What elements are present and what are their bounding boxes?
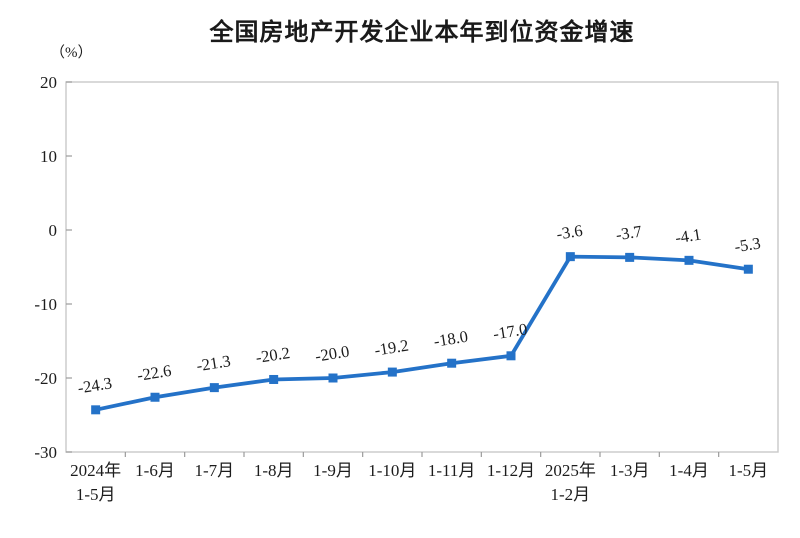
y-tick-label: -10	[34, 295, 57, 314]
x-tick-label: 1-9月	[313, 461, 353, 480]
data-point-label: -22.6	[136, 361, 173, 385]
chart-title: 全国房地产开发企业本年到位资金增速	[209, 19, 635, 46]
x-tick-label: 1-7月	[194, 461, 234, 480]
x-tick-label: 1-3月	[610, 461, 650, 480]
data-point-label: -24.3	[76, 373, 113, 397]
data-point-marker	[743, 264, 753, 274]
y-tick-label: -30	[34, 443, 57, 462]
y-tick-label: 20	[40, 73, 57, 92]
x-tick-label: 1-5月	[76, 485, 116, 504]
x-tick-label: 2025年	[545, 461, 596, 480]
x-tick-label: 1-4月	[669, 461, 709, 480]
chart-line	[93, 254, 751, 412]
data-point-label: -3.7	[614, 222, 643, 245]
data-point-marker	[328, 373, 338, 383]
data-point-label: -18.0	[432, 327, 469, 351]
plot-border	[65, 81, 779, 453]
data-point-marker	[684, 255, 694, 265]
data-point-marker	[150, 392, 160, 402]
data-point-label: -21.3	[195, 351, 232, 375]
data-point-marker	[91, 405, 101, 415]
data-point-label: -3.6	[555, 221, 584, 244]
y-axis-unit-label: （%）	[50, 45, 93, 61]
x-tick-label: 1-11月	[428, 461, 476, 480]
y-tick-label: 0	[49, 221, 58, 240]
y-tick-label: -20	[34, 369, 57, 388]
data-point-marker	[209, 383, 219, 393]
data-point-label: -20.0	[314, 341, 351, 365]
data-point-marker	[506, 351, 516, 361]
x-tick-label: 1-6月	[135, 461, 175, 480]
data-point-label: -19.2	[373, 336, 410, 360]
x-tick-label: 1-8月	[254, 461, 294, 480]
data-point-label: -5.3	[733, 233, 762, 256]
x-tick-label: 1-10月	[368, 461, 416, 480]
data-point-marker	[625, 252, 635, 262]
x-tick-label: 1-5月	[728, 461, 768, 480]
data-point-marker	[269, 374, 279, 384]
data-point-marker	[565, 252, 575, 262]
data-point-label: -20.2	[254, 343, 291, 367]
data-point-marker	[387, 367, 397, 377]
data-point-marker	[447, 358, 457, 368]
x-tick-label: 1-2月	[550, 485, 590, 504]
x-tick-label: 1-12月	[487, 461, 535, 480]
x-tick-label: 2024年	[70, 461, 121, 480]
y-tick-label: 10	[40, 147, 57, 166]
data-point-label: -17.0	[492, 319, 529, 343]
data-point-label: -4.1	[674, 224, 703, 247]
